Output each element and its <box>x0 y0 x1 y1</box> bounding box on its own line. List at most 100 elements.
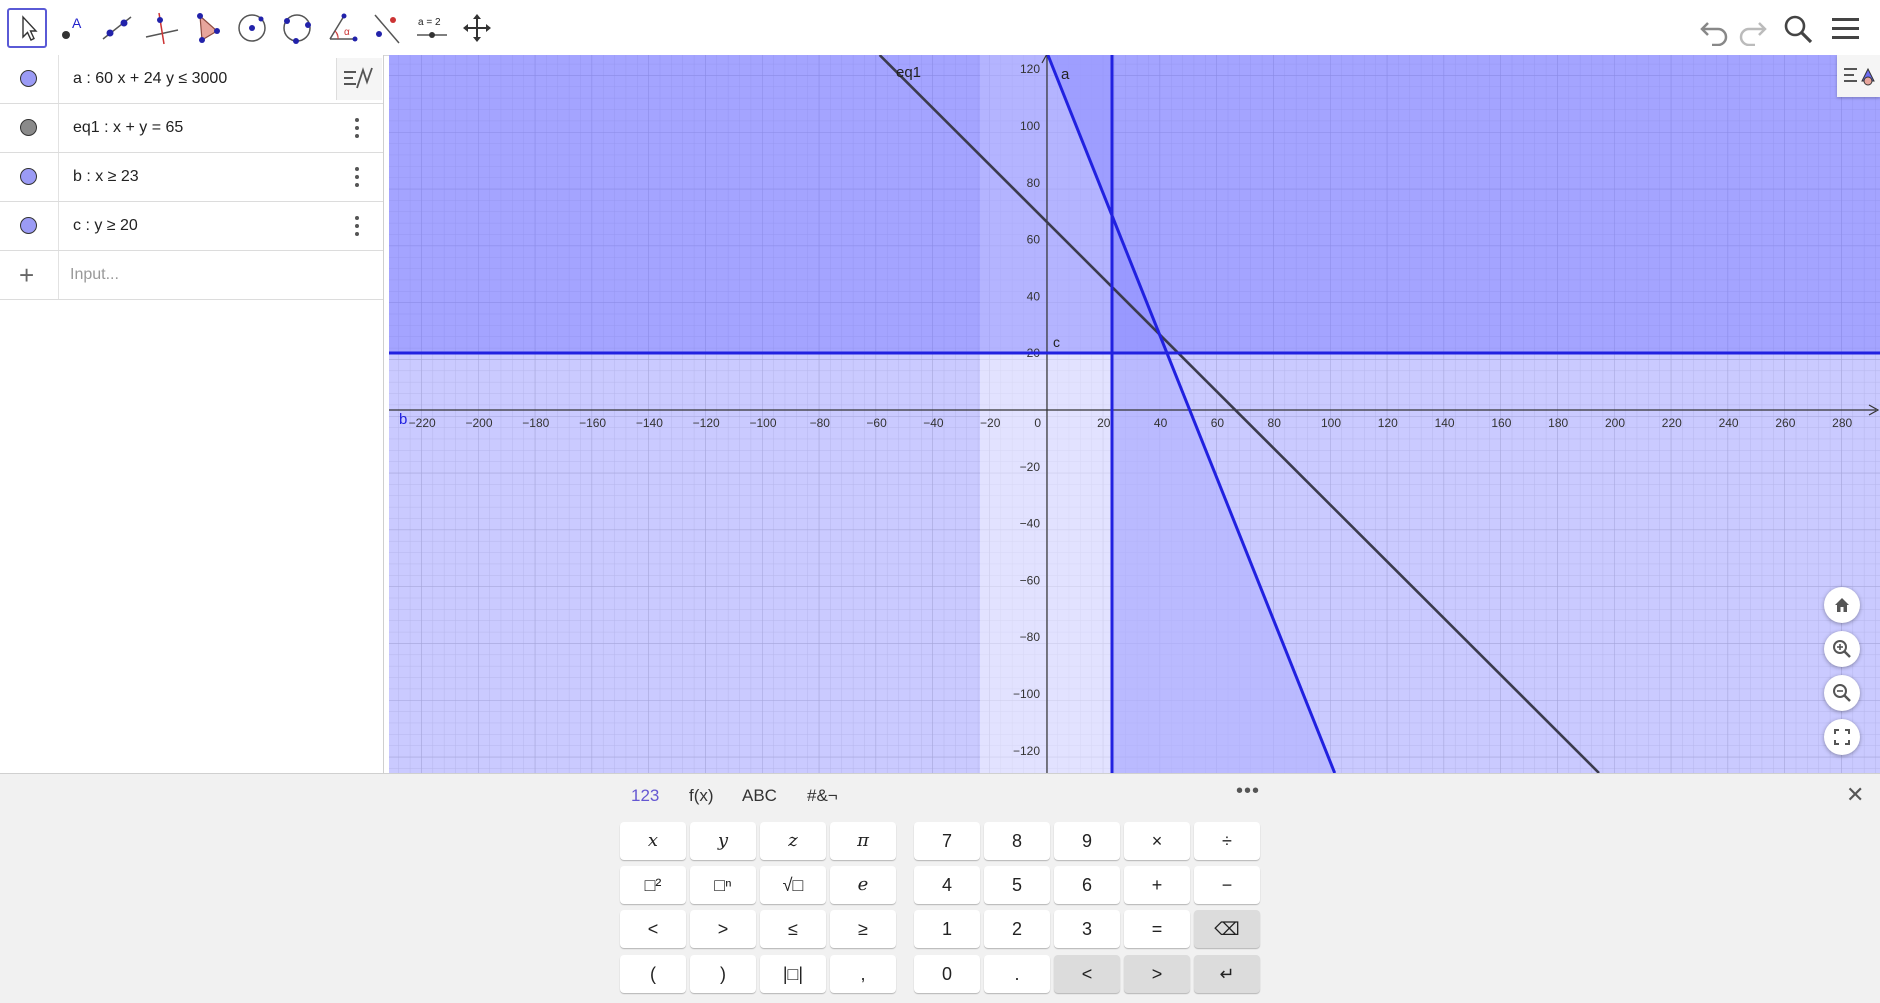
algebra-input-row[interactable]: + Input... <box>0 251 383 300</box>
fullscreen-button[interactable] <box>1824 719 1860 755</box>
algebra-input[interactable]: Input... <box>70 266 119 283</box>
keyboard-tab-abc[interactable]: ABC <box>742 786 777 805</box>
key-right-3-2[interactable]: < <box>1054 955 1120 993</box>
key-right-1-4[interactable]: − <box>1194 866 1260 904</box>
key-right-3-0[interactable]: 0 <box>914 955 980 993</box>
visibility-dot-icon[interactable] <box>20 70 37 87</box>
label-c[interactable]: c <box>1053 334 1060 350</box>
key-right-2-2[interactable]: 3 <box>1054 910 1120 948</box>
graphics-style-button[interactable] <box>1837 55 1880 97</box>
key-right-1-1[interactable]: 5 <box>984 866 1050 904</box>
algebra-row-b[interactable]: b : x ≥ 23 <box>0 153 383 202</box>
more-options-icon[interactable] <box>349 215 365 237</box>
algebra-expression[interactable]: b : x ≥ 23 <box>73 168 139 185</box>
key-right-2-3[interactable]: = <box>1124 910 1190 948</box>
line-eq1[interactable] <box>878 55 1600 773</box>
search-button[interactable] <box>1781 12 1815 46</box>
key-left-3-2[interactable]: |□| <box>760 955 826 993</box>
perpendicular-tool-button[interactable] <box>142 8 182 48</box>
key-left-0-0[interactable]: x <box>620 822 686 860</box>
key-left-1-1[interactable]: □ⁿ <box>690 866 756 904</box>
key-right-2-0[interactable]: 1 <box>914 910 980 948</box>
visibility-dot-icon[interactable] <box>20 217 37 234</box>
more-options-icon[interactable] <box>349 117 365 139</box>
algebra-row-a[interactable]: a : 60 x + 24 y ≤ 3000 <box>0 55 383 104</box>
key-left-0-1[interactable]: y <box>690 822 756 860</box>
move-graphics-tool-button[interactable] <box>457 8 497 48</box>
coordinate-plane[interactable]: −220 −200 −180 −160 −140 −120 −100 −80 −60 −40 −20… <box>389 55 1880 773</box>
slider-icon-label: a = 2 <box>418 17 441 28</box>
toolbar: A α a = 2 <box>0 0 1880 56</box>
visibility-toggle[interactable] <box>0 153 59 201</box>
slider-tool-button[interactable]: a = 2 <box>412 8 452 48</box>
label-a[interactable]: a <box>1061 66 1070 83</box>
region-a-excluded-area <box>980 55 1112 773</box>
visibility-dot-icon[interactable] <box>20 168 37 185</box>
zoom-in-button[interactable] <box>1824 631 1860 667</box>
undo-button[interactable] <box>1698 12 1732 46</box>
algebra-row-eq1[interactable]: eq1 : x + y = 65 <box>0 104 383 153</box>
algebra-expression[interactable]: c : y ≥ 20 <box>73 217 138 234</box>
redo-button[interactable] <box>1735 12 1769 46</box>
key-right-3-4[interactable]: ↵ <box>1194 955 1260 993</box>
home-view-button[interactable] <box>1824 587 1860 623</box>
key-left-3-1[interactable]: ) <box>690 955 756 993</box>
y-tick-label: 60 <box>1027 233 1041 247</box>
more-options-icon[interactable] <box>349 166 365 188</box>
more-keys-icon[interactable]: ••• <box>1236 780 1261 802</box>
algebra-expression[interactable]: eq1 : x + y = 65 <box>73 119 184 136</box>
close-keyboard-icon[interactable]: ✕ <box>1846 782 1865 807</box>
algebra-row-c[interactable]: c : y ≥ 20 <box>0 202 383 251</box>
visibility-toggle[interactable] <box>0 55 59 103</box>
key-right-0-3[interactable]: × <box>1124 822 1190 860</box>
visibility-toggle[interactable] <box>0 202 59 250</box>
key-right-0-4[interactable]: ÷ <box>1194 822 1260 860</box>
move-tool-button[interactable] <box>7 8 47 48</box>
key-left-2-2[interactable]: ≤ <box>760 910 826 948</box>
key-left-3-3[interactable]: , <box>830 955 896 993</box>
key-left-1-3[interactable]: e <box>830 866 896 904</box>
visibility-toggle[interactable] <box>0 104 59 152</box>
plus-icon[interactable]: + <box>19 260 35 290</box>
add-item-area[interactable]: + <box>0 251 59 299</box>
key-left-2-1[interactable]: > <box>690 910 756 948</box>
label-eq1[interactable]: eq1 <box>896 64 921 81</box>
menu-button[interactable] <box>1829 12 1863 46</box>
x-tick-label: 240 <box>1719 416 1739 430</box>
key-right-1-2[interactable]: 6 <box>1054 866 1120 904</box>
key-right-1-0[interactable]: 4 <box>914 866 980 904</box>
keyboard-tab-functions[interactable]: f(x) <box>689 786 714 805</box>
key-right-3-1[interactable]: . <box>984 955 1050 993</box>
line-tool-button[interactable] <box>97 8 137 48</box>
polygon-tool-button[interactable] <box>187 8 227 48</box>
circle-tool-button[interactable] <box>232 8 272 48</box>
key-right-3-3[interactable]: > <box>1124 955 1190 993</box>
key-right-0-1[interactable]: 8 <box>984 822 1050 860</box>
label-b[interactable]: b <box>399 411 407 428</box>
key-right-0-2[interactable]: 9 <box>1054 822 1120 860</box>
algebra-expression[interactable]: a : 60 x + 24 y ≤ 3000 <box>73 70 228 87</box>
graphics-view[interactable]: −220 −200 −180 −160 −140 −120 −100 −80 −60 −40 −20… <box>389 55 1880 773</box>
key-right-2-4[interactable]: ⌫ <box>1194 910 1260 948</box>
key-right-2-1[interactable]: 2 <box>984 910 1050 948</box>
key-left-2-3[interactable]: ≥ <box>830 910 896 948</box>
zoom-out-button[interactable] <box>1824 675 1860 711</box>
visibility-dot-icon[interactable] <box>20 119 37 136</box>
line-a[interactable] <box>1046 55 1337 773</box>
key-left-0-3[interactable]: π <box>830 822 896 860</box>
key-left-0-2[interactable]: z <box>760 822 826 860</box>
key-left-1-0[interactable]: □² <box>620 866 686 904</box>
key-left-3-0[interactable]: ( <box>620 955 686 993</box>
key-right-0-0[interactable]: 7 <box>914 822 980 860</box>
algebra-style-button[interactable] <box>336 58 382 100</box>
point-tool-button[interactable]: A <box>52 8 92 48</box>
circle-three-points-tool-button[interactable] <box>277 8 317 48</box>
keyboard-tab-123[interactable]: 123 <box>631 786 660 805</box>
key-left-1-2[interactable]: √□ <box>760 866 826 904</box>
key-left-2-0[interactable]: < <box>620 910 686 948</box>
angle-tool-button[interactable]: α <box>322 8 362 48</box>
key-right-1-3[interactable]: + <box>1124 866 1190 904</box>
x-tick-label: 140 <box>1435 416 1455 430</box>
reflect-tool-button[interactable] <box>367 8 407 48</box>
keyboard-tab-symbols[interactable]: #&¬ <box>807 786 838 805</box>
